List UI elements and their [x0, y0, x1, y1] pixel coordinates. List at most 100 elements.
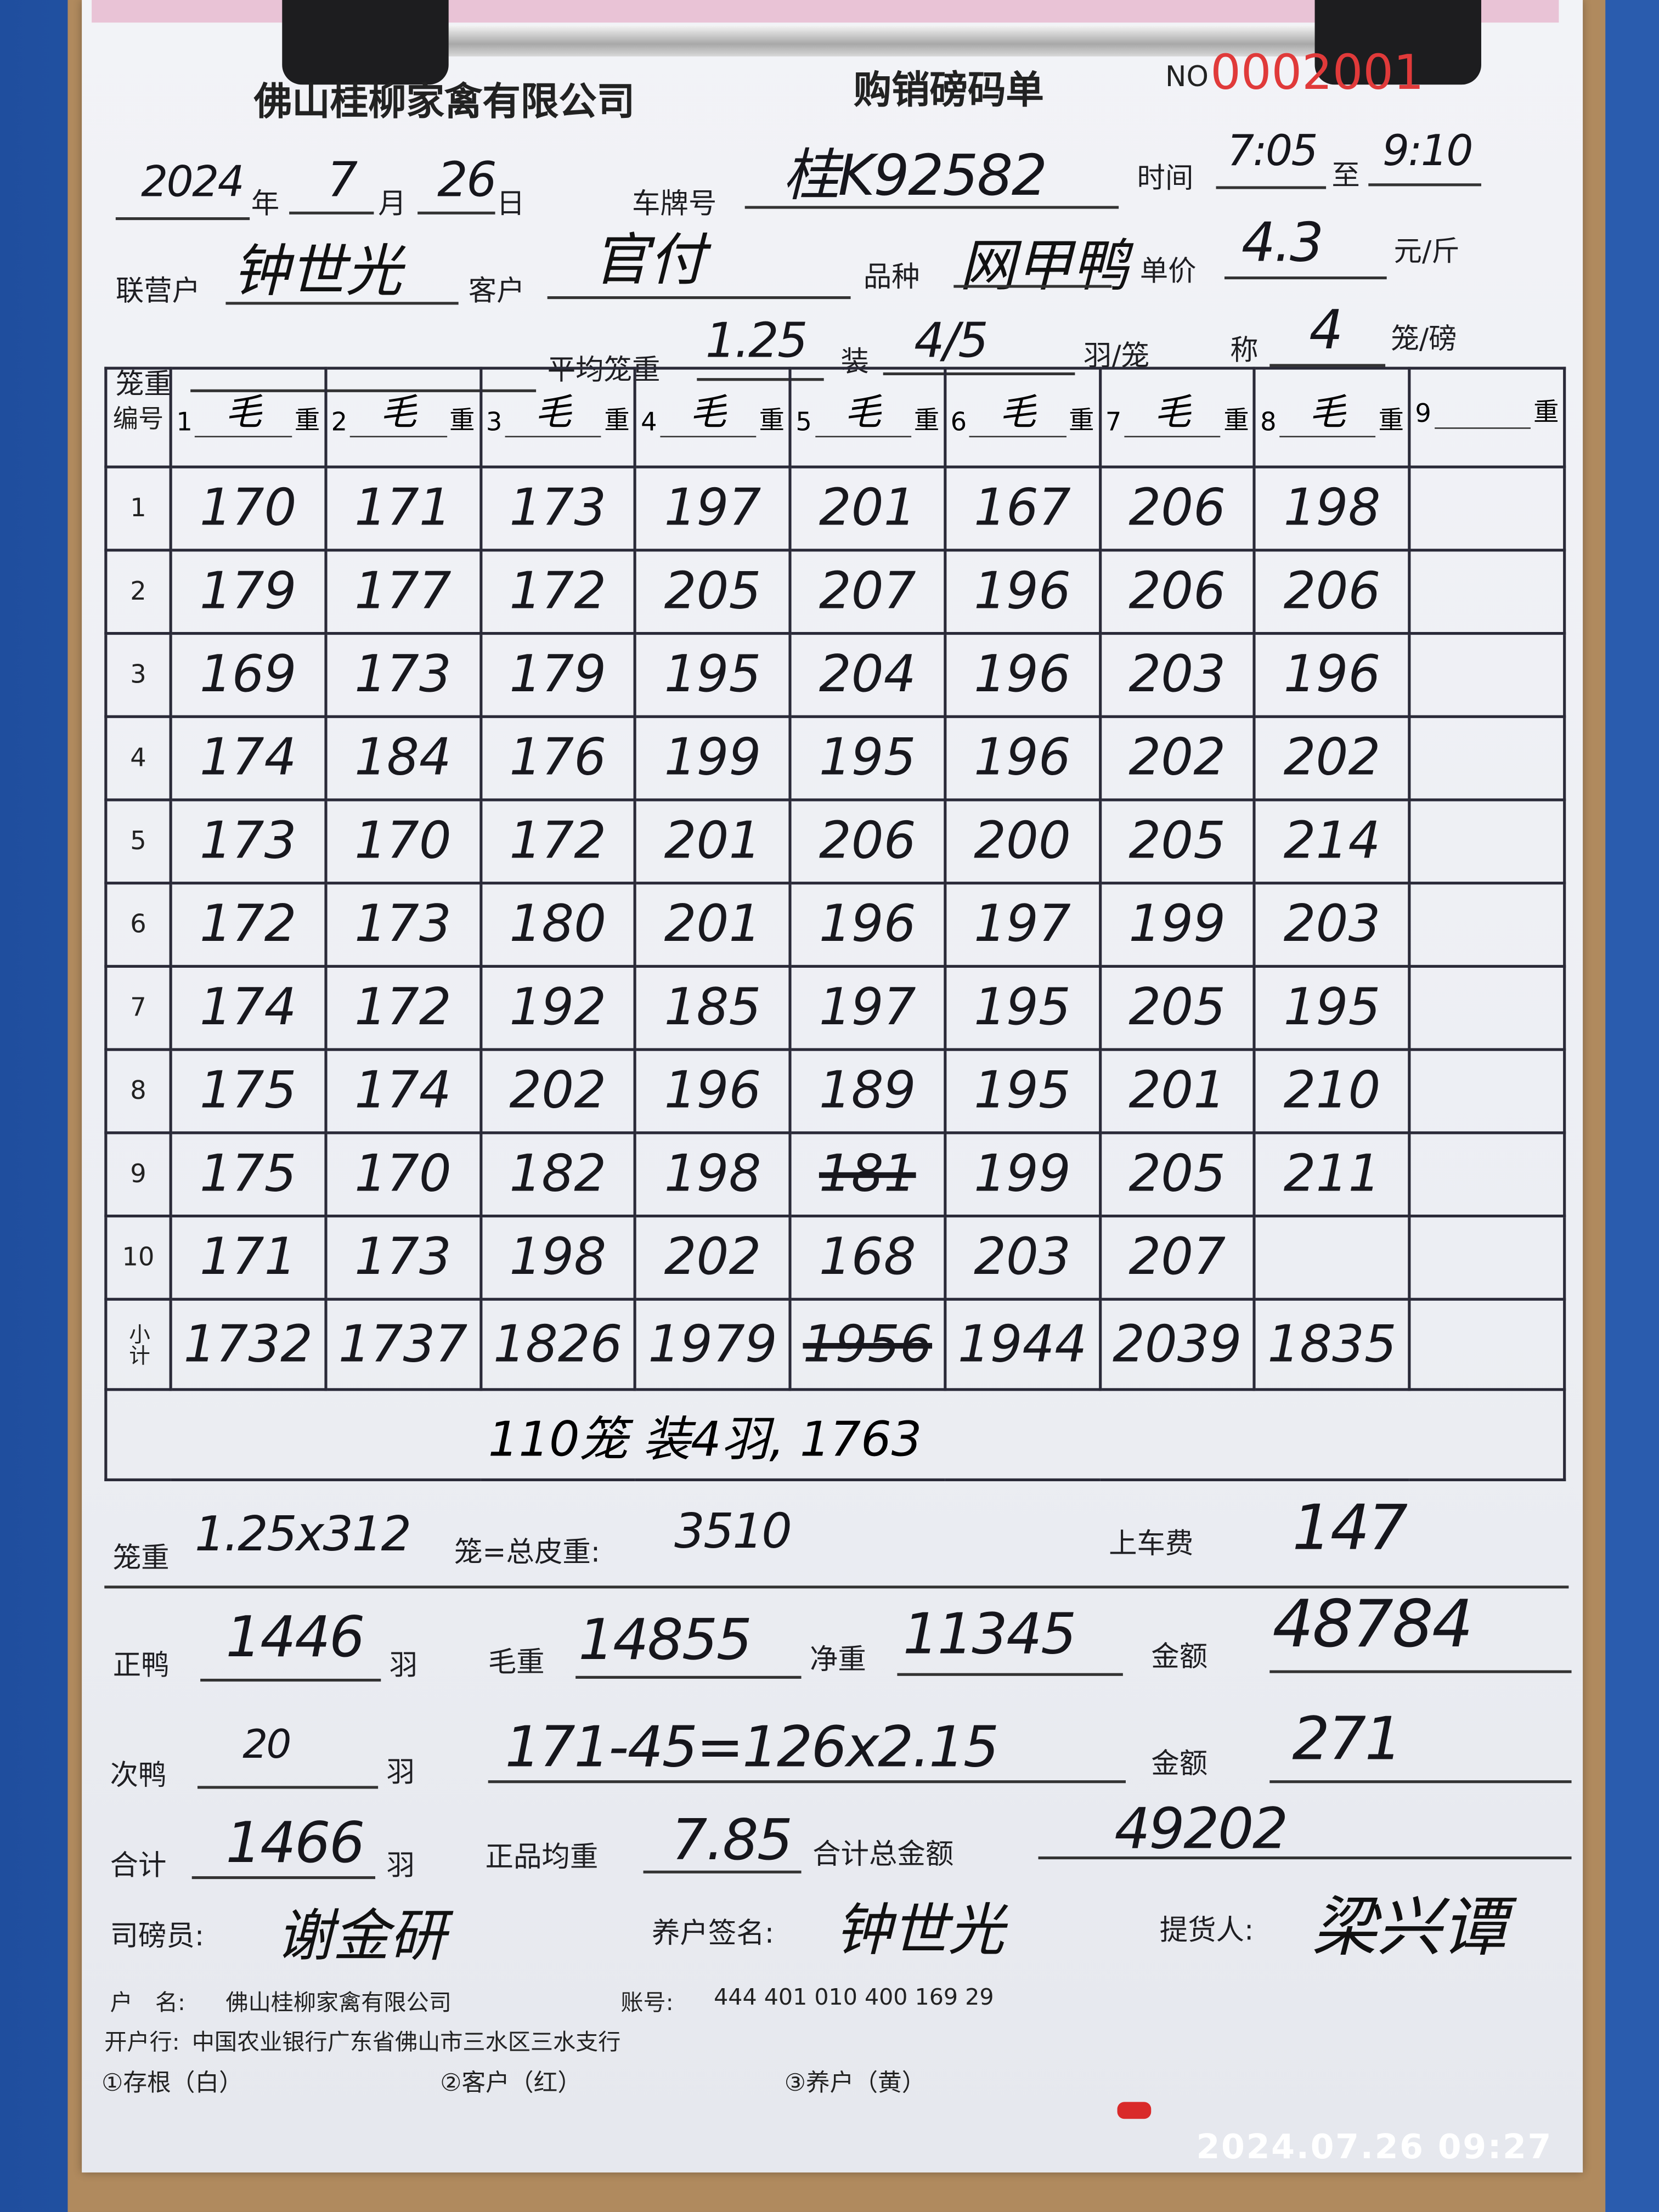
- subtotal-cell: 1979: [634, 1297, 792, 1391]
- weight-cell: 196: [943, 715, 1102, 802]
- weight-cell: 204: [788, 631, 946, 718]
- net-value: 11345: [902, 1602, 1077, 1668]
- good-duck-label: 正鸭: [112, 1647, 170, 1682]
- row-number: 3: [104, 631, 172, 718]
- weight-cell: 202: [634, 1214, 792, 1301]
- weight-cell: 207: [788, 549, 946, 635]
- weight-label: 重: [1533, 398, 1559, 428]
- partner-value: 钟世光: [233, 240, 402, 305]
- load-value: 4/5: [914, 313, 989, 370]
- time-to: 9:10: [1382, 127, 1474, 177]
- account-no-label: 账号:: [620, 1989, 674, 2016]
- loading-fee-label: 上车费: [1109, 1526, 1194, 1560]
- column-number: 6: [950, 408, 967, 438]
- weight-cell: 172: [479, 549, 637, 635]
- weight-cell: 206: [788, 798, 946, 885]
- weight-cell: 205: [1098, 1131, 1256, 1218]
- weight-cell: 172: [324, 964, 482, 1051]
- customer-value: 官付: [592, 228, 706, 294]
- table-row: 8 175 174 202 196 189 195 201 210: [104, 1048, 1566, 1135]
- table-note: 110笼 装4羽, 1763: [104, 1388, 1566, 1481]
- weight-cell: [1253, 1214, 1411, 1301]
- column-mark: 毛: [659, 383, 757, 438]
- weight-cell: 198: [634, 1131, 792, 1218]
- weight-cell: 170: [324, 1131, 482, 1218]
- weight-cell: [1408, 715, 1566, 802]
- weight-cell: 198: [479, 1214, 637, 1301]
- subtotal-cell: 1835: [1253, 1297, 1411, 1391]
- amount2-value: 271: [1292, 1704, 1402, 1774]
- weight-label: 重: [759, 406, 785, 436]
- weight-label: 重: [449, 406, 475, 436]
- subtotal-cell: 1732: [169, 1297, 327, 1391]
- unit-price-unit: 元/斤: [1393, 234, 1460, 268]
- tare-value: 3510: [674, 1504, 792, 1560]
- table-row: 6 172 173 180 201 196 197 199 203: [104, 882, 1566, 968]
- weight-cell: [1408, 1131, 1566, 1218]
- plate-label: 车牌号: [631, 186, 717, 221]
- weight-cell: 195: [943, 964, 1102, 1051]
- weight-cell: 180: [479, 882, 637, 968]
- weight-cell: 207: [1098, 1214, 1256, 1301]
- weight-cell: 173: [324, 631, 482, 718]
- weight-cell: 195: [943, 1048, 1102, 1135]
- avg-weight-label: 正品均重: [485, 1839, 599, 1874]
- weight-cell: 202: [1098, 715, 1256, 802]
- column-mark: 毛: [350, 383, 447, 438]
- weight-cell: 201: [1098, 1048, 1256, 1135]
- row-number: 7: [104, 964, 172, 1051]
- avg-cage-weight-value: 1.25: [705, 313, 808, 370]
- weight-cell: 173: [479, 465, 637, 552]
- weigh-label: 称: [1230, 332, 1259, 367]
- unit-price-label: 单价: [1139, 253, 1197, 288]
- weight-cell: 211: [1253, 1131, 1411, 1218]
- weight-cell: 170: [169, 465, 327, 552]
- form-title: 购销磅码单: [853, 69, 1044, 113]
- weight-cell: 201: [634, 882, 792, 968]
- table-row: 1 170 171 173 197 201 167 206 198: [104, 465, 1566, 552]
- cage-calc-label: 笼重: [112, 1540, 170, 1575]
- amount-label: 金额: [1151, 1639, 1208, 1673]
- weight-cell: 173: [324, 1214, 482, 1301]
- weight-cell: 205: [1098, 798, 1256, 885]
- weight-cell: [1408, 549, 1566, 635]
- row-number: 2: [104, 549, 172, 635]
- farmer-signature: 钟世光: [835, 1899, 1005, 1964]
- weight-cell: 196: [943, 549, 1102, 635]
- column-number: 4: [641, 408, 657, 438]
- copy-farmer: ③养户（黄）: [784, 2069, 926, 2098]
- weight-cell: 174: [324, 1048, 482, 1135]
- weight-label: 重: [1223, 406, 1249, 436]
- total-count: 1466: [225, 1811, 365, 1876]
- time-from: 7:05: [1227, 127, 1318, 177]
- column-number: 2: [331, 408, 348, 438]
- column-mark: 毛: [195, 383, 292, 438]
- weight-cell: 210: [1253, 1048, 1411, 1135]
- weight-cell: 197: [788, 964, 946, 1051]
- weight-cell: 177: [324, 549, 482, 635]
- time-to-label: 至: [1331, 157, 1360, 192]
- red-ink-mark: [1117, 2102, 1152, 2119]
- weight-cell: 167: [943, 465, 1102, 552]
- subtotal-cell: 1826: [479, 1297, 637, 1391]
- weight-cell: 195: [634, 631, 792, 718]
- subtotal-row: 小计 1732 1737 1826 1979 1956 1944 2039 1835: [104, 1297, 1566, 1391]
- amount2-label: 金额: [1151, 1746, 1208, 1781]
- account-name: 佛山桂柳家禽有限公司: [225, 1989, 452, 2016]
- month-label: 月: [378, 186, 407, 221]
- column-mark: 毛: [505, 383, 602, 438]
- copy-stub: ①存根（白）: [101, 2069, 243, 2098]
- weigher-signature: 谢金研: [276, 1904, 446, 1970]
- total-label: 合计: [110, 1848, 167, 1882]
- second-duck-unit: 羽: [386, 1754, 415, 1789]
- photo-timestamp: 2024.07.26 09:27: [1196, 2127, 1553, 2167]
- subtotal-label: 小计: [104, 1297, 172, 1391]
- weight-cell: 179: [169, 549, 327, 635]
- tare-label: 笼=总皮重:: [454, 1534, 601, 1569]
- weight-label: 重: [913, 406, 940, 436]
